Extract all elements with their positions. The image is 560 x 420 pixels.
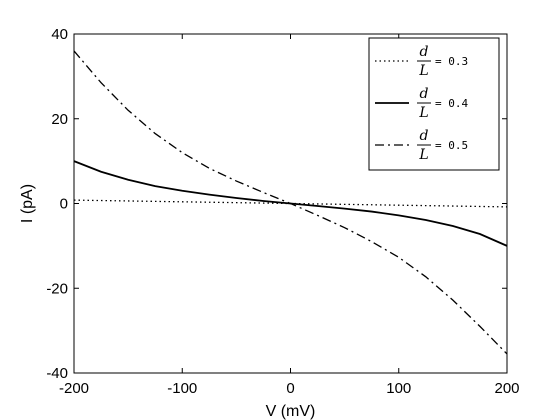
y-tick-label: 40 (51, 26, 68, 43)
y-tick-label: -20 (46, 280, 68, 297)
legend: dL= 0.3dL= 0.4dL= 0.5 (368, 37, 500, 171)
y-tick-label: -40 (46, 365, 68, 382)
legend-denominator-3: L (418, 147, 428, 163)
y-axis-label: I (pA) (19, 184, 36, 223)
legend-denominator-2: L (418, 105, 428, 121)
x-tick-label: 200 (494, 380, 519, 397)
legend-value-3: = 0.5 (435, 139, 468, 152)
x-tick-label: 0 (286, 380, 294, 397)
legend-box (368, 37, 500, 171)
legend-value-2: = 0.4 (435, 97, 468, 110)
x-axis-label: V (mV) (266, 403, 316, 420)
plot-area (73, 50, 508, 355)
x-tick-label: -200 (59, 380, 89, 397)
series-line-3 (73, 50, 508, 355)
y-tick-label: 0 (60, 196, 68, 213)
legend-numerator-1: d (420, 44, 429, 60)
legend-numerator-2: d (420, 86, 429, 102)
legend-denominator-1: L (418, 63, 428, 79)
y-tick-label: 20 (51, 111, 68, 128)
legend-value-1: = 0.3 (435, 55, 468, 68)
x-tick-label: 100 (386, 380, 411, 397)
legend-numerator-3: d (420, 128, 429, 144)
x-tick-label: -100 (167, 380, 197, 397)
